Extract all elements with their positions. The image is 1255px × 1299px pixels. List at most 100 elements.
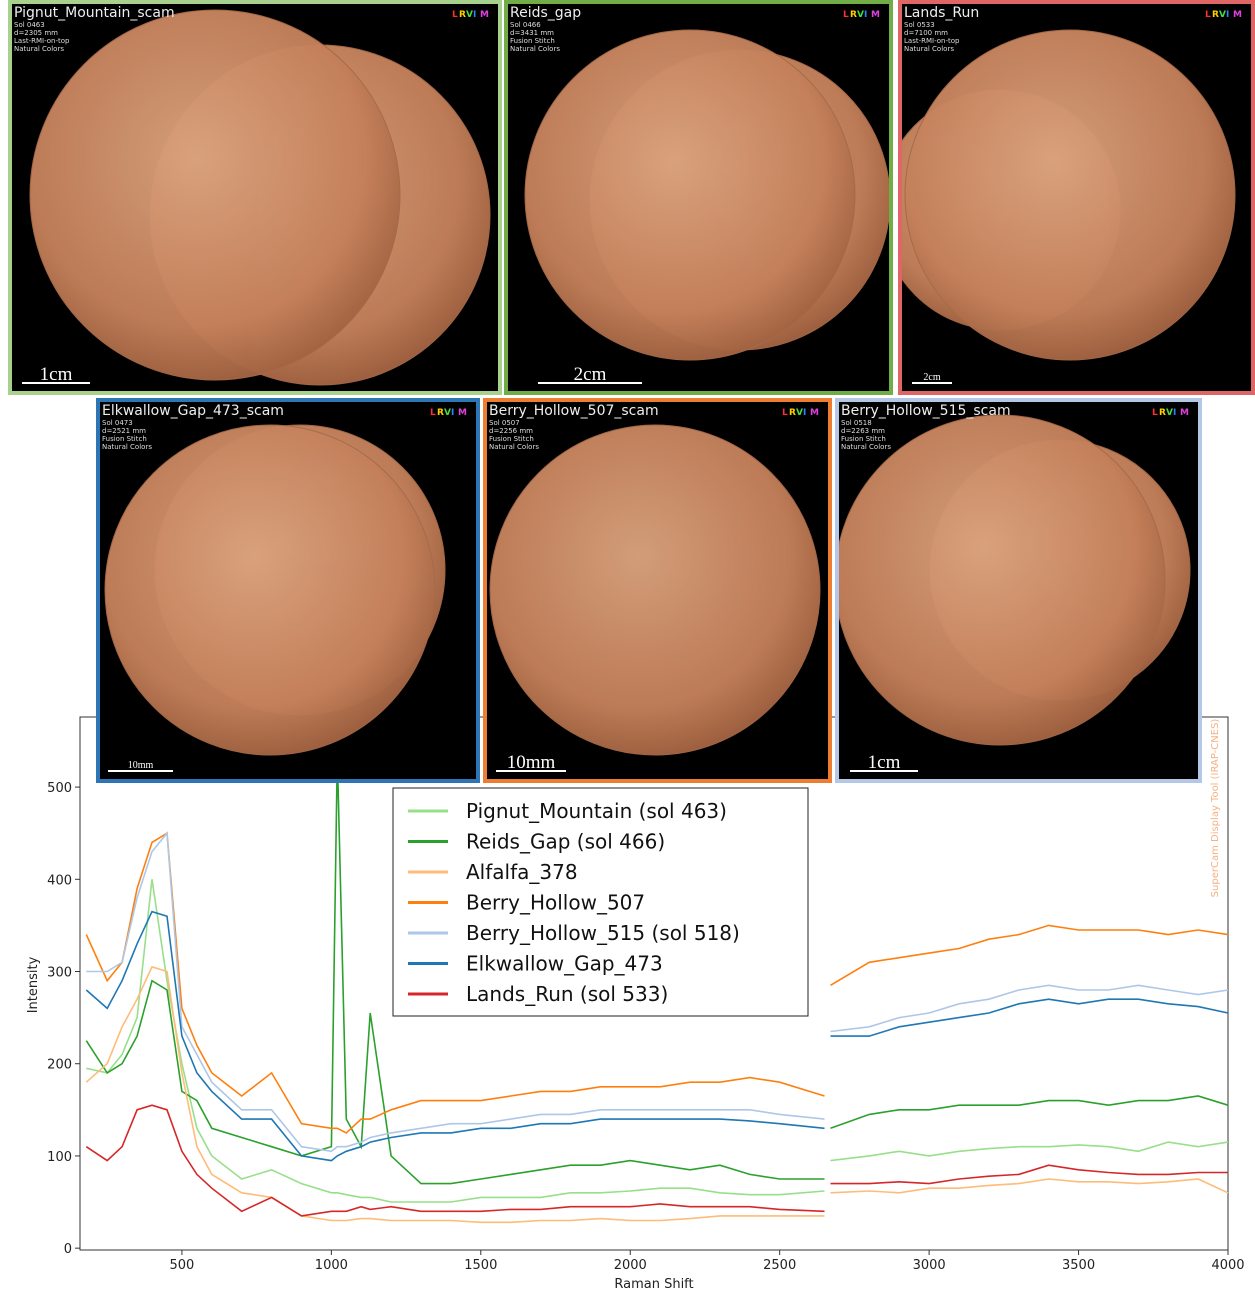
logo-letter: L	[430, 408, 436, 418]
panel-info: Natural Colors	[102, 443, 152, 451]
panel-info: Fusion Stitch	[489, 435, 534, 443]
panel-info: Sol 0533	[904, 21, 935, 29]
panel-info: Sol 0463	[14, 21, 45, 29]
logo-letter: L	[452, 10, 458, 20]
panel-info: Fusion Stitch	[510, 37, 555, 45]
legend-label: Pignut_Mountain (sol 463)	[466, 799, 727, 823]
series-line	[86, 831, 1229, 1153]
rock-image	[104, 424, 436, 756]
y-tick-label: 200	[47, 1058, 72, 1073]
logo-letter: V	[1219, 10, 1226, 20]
panel-info: Natural Colors	[489, 443, 539, 451]
panel-info: Sol 0473	[102, 419, 133, 427]
panel-info: d=7100 mm	[904, 29, 948, 37]
rock-image	[524, 29, 856, 361]
rock-image	[839, 414, 1166, 746]
scale-label: 2cm	[574, 364, 607, 385]
logo-letter: V	[444, 408, 451, 418]
x-axis-label: Raman Shift	[614, 1277, 693, 1292]
watermark: SuperCam Display Tool (IRAP-CNES)	[1210, 719, 1221, 898]
logo-letter: R	[1159, 408, 1166, 418]
x-tick-label: 1500	[464, 1258, 497, 1273]
panel-info: Sol 0507	[489, 419, 520, 427]
logo-letter: L	[782, 408, 788, 418]
panel-info: Fusion Stitch	[841, 435, 886, 443]
logo-letter: I	[1226, 10, 1229, 20]
panel-info: Sol 0518	[841, 419, 872, 427]
legend-label: Lands_Run (sol 533)	[466, 982, 668, 1006]
logo-letter: L	[1205, 10, 1211, 20]
logo-letter: R	[437, 408, 444, 418]
x-tick-label: 2500	[763, 1258, 796, 1273]
logo-letter: R	[850, 10, 857, 20]
y-tick-label: 100	[47, 1150, 72, 1165]
logo-letter: L	[1152, 408, 1158, 418]
logo-letter: L	[843, 10, 849, 20]
panel-info: Last-RMI-on-top	[14, 37, 70, 45]
x-tick-label: 2000	[614, 1258, 647, 1273]
x-tick-label: 3000	[913, 1258, 946, 1273]
panel-title: Reids_gap	[510, 5, 581, 21]
legend-label: Berry_Hollow_515 (sol 518)	[466, 921, 740, 945]
series-line	[86, 879, 1229, 1203]
rock-image	[29, 9, 401, 381]
panel-info: Last-RMI-on-top	[904, 37, 960, 45]
logo-letter: V	[1166, 408, 1173, 418]
legend-label: Reids_Gap (sol 466)	[466, 830, 665, 854]
logo-letter: M	[871, 10, 880, 20]
panel-info: d=3431 mm	[510, 29, 554, 37]
panel-title: Pignut_Mountain_scam	[14, 5, 175, 21]
panel-info: d=2256 mm	[489, 427, 533, 435]
x-tick-label: 3500	[1062, 1258, 1095, 1273]
logo-letter: I	[473, 10, 476, 20]
logo-letter: V	[796, 408, 803, 418]
panel-info: Natural Colors	[14, 45, 64, 53]
x-tick-label: 500	[170, 1258, 195, 1273]
panel-info: Natural Colors	[904, 45, 954, 53]
panel-info: Natural Colors	[510, 45, 560, 53]
y-tick-label: 500	[47, 781, 72, 796]
legend-label: Berry_Hollow_507	[466, 891, 645, 915]
series-line	[85, 965, 1229, 1224]
logo-letter: M	[458, 408, 467, 418]
panel-info: Fusion Stitch	[102, 435, 147, 443]
panel-title: Lands_Run	[904, 5, 979, 21]
legend-label: Alfalfa_378	[466, 860, 578, 884]
scale-label: 10mm	[507, 752, 556, 773]
series-line	[85, 1104, 1228, 1217]
panel-info: Natural Colors	[841, 443, 891, 451]
scale-label: 10mm	[128, 760, 154, 771]
scale-label: 1cm	[40, 364, 73, 385]
legend	[392, 787, 809, 1017]
panel-title: Berry_Hollow_515_scam	[841, 403, 1011, 419]
panel-info: d=2521 mm	[102, 427, 146, 435]
scale-label: 2cm	[923, 372, 940, 383]
series-line	[85, 754, 1229, 1185]
panel-info: Sol 0466	[510, 21, 541, 29]
logo-letter: R	[459, 10, 466, 20]
y-tick-label: 0	[64, 1242, 72, 1257]
panel-info: d=2263 mm	[841, 427, 885, 435]
logo-letter: M	[1180, 408, 1189, 418]
x-tick-label: 1000	[315, 1258, 348, 1273]
logo-letter: I	[803, 408, 806, 418]
panel-title: Berry_Hollow_507_scam	[489, 403, 659, 419]
logo-letter: M	[1233, 10, 1242, 20]
x-tick-label: 4000	[1211, 1258, 1244, 1273]
rock-image	[904, 29, 1236, 361]
series-line	[85, 910, 1229, 1162]
logo-letter: I	[1173, 408, 1176, 418]
logo-letter: M	[480, 10, 489, 20]
logo-letter: I	[864, 10, 867, 20]
logo-letter: V	[857, 10, 864, 20]
rock-image	[489, 424, 821, 756]
y-axis-label: Intensity	[26, 956, 41, 1013]
logo-letter: M	[810, 408, 819, 418]
